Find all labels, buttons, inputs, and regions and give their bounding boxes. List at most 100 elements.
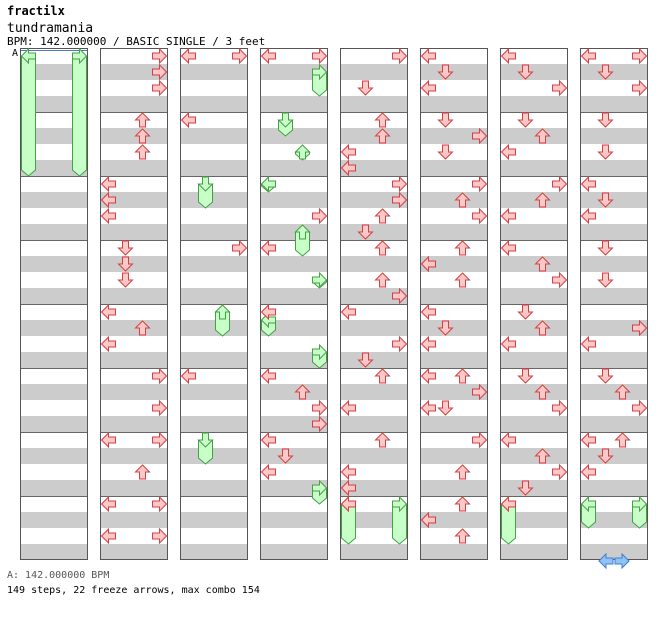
chart-column [340,48,408,560]
beat-stripe [20,224,88,240]
beat-stripe [500,320,568,336]
beat-stripe [100,352,168,368]
right-arrow [232,239,248,257]
down-arrow [117,272,134,288]
beat-stripe [20,352,88,368]
left-arrow [100,191,116,209]
beat-stripe [180,64,248,80]
right-arrow [312,415,328,433]
beat-stripe [580,384,648,400]
down-arrow [597,448,614,464]
left-arrow [500,47,516,65]
beat-stripe [260,480,328,496]
left-arrow [340,143,356,161]
beat-stripe [100,416,168,432]
right-arrow [152,63,168,81]
up-arrow [534,448,551,464]
up-arrow [374,208,391,224]
beat-stripe [500,224,568,240]
beat-stripe [580,160,648,176]
beat-stripe [180,96,248,112]
left-arrow [580,335,596,353]
beat-stripe [180,544,248,560]
right-arrow [312,47,328,65]
down-arrow [517,304,534,320]
freeze-arrow-body [72,55,87,177]
beat-stripe [500,480,568,496]
beat-stripe [100,480,168,496]
right-arrow [632,399,648,417]
down-arrow [517,368,534,384]
right-freeze-head [312,271,328,289]
beat-stripe [420,256,488,272]
left-arrow [500,495,516,513]
left-arrow [100,303,116,321]
beat-stripe [100,192,168,208]
left-arrow [340,479,356,497]
down-arrow [437,400,454,416]
right-arrow [392,287,408,305]
beat-stripe [580,352,648,368]
beat-stripe [100,320,168,336]
beat-stripe [500,544,568,560]
left-arrow [420,367,436,385]
left-arrow [500,239,516,257]
up-arrow [134,464,151,480]
up-arrow [454,192,471,208]
up-arrow [134,128,151,144]
beat-stripe [100,224,168,240]
beat-stripe [340,224,408,240]
beat-stripe [580,288,648,304]
left-arrow [340,303,356,321]
right-arrow [552,399,568,417]
down-arrow [357,224,374,240]
beat-stripe [20,128,88,144]
column-border [100,48,168,560]
left-arrow [580,463,596,481]
beat-stripe [500,128,568,144]
beat-stripe [580,128,648,144]
beat-stripe [340,352,408,368]
down-arrow [517,64,534,80]
beat-stripe [420,384,488,400]
left-arrow [420,399,436,417]
beat-stripe [180,192,248,208]
chart-column [100,48,168,560]
beat-stripe [500,160,568,176]
down-arrow [357,80,374,96]
up-arrow [534,256,551,272]
beat-stripe [100,544,168,560]
up-arrow [534,384,551,400]
left-arrow [500,431,516,449]
up-arrow [374,432,391,448]
beat-stripe [260,384,328,400]
up-arrow [134,144,151,160]
left-arrow [580,431,596,449]
beat-stripe [580,480,648,496]
right-arrow [312,207,328,225]
right-freeze-head [312,63,328,81]
beat-stripe [180,416,248,432]
beat-stripe [100,96,168,112]
right-arrow [392,47,408,65]
beat-stripe [420,448,488,464]
beat-stripe [580,96,648,112]
beat-stripe [420,512,488,528]
right-arrow [472,175,488,193]
up-arrow [374,272,391,288]
chart-column [420,48,488,560]
left-arrow [420,303,436,321]
right-arrow [552,463,568,481]
beat-stripe [100,288,168,304]
down-arrow [597,192,614,208]
left-arrow [340,495,356,513]
beat-stripe [180,512,248,528]
beat-stripe [500,64,568,80]
up-freeze-head [214,304,231,320]
right-arrow [392,191,408,209]
right-arrow [152,527,168,545]
chart-column [500,48,568,560]
right-arrow [152,47,168,65]
up-freeze-head [294,144,311,160]
left-arrow [260,463,276,481]
